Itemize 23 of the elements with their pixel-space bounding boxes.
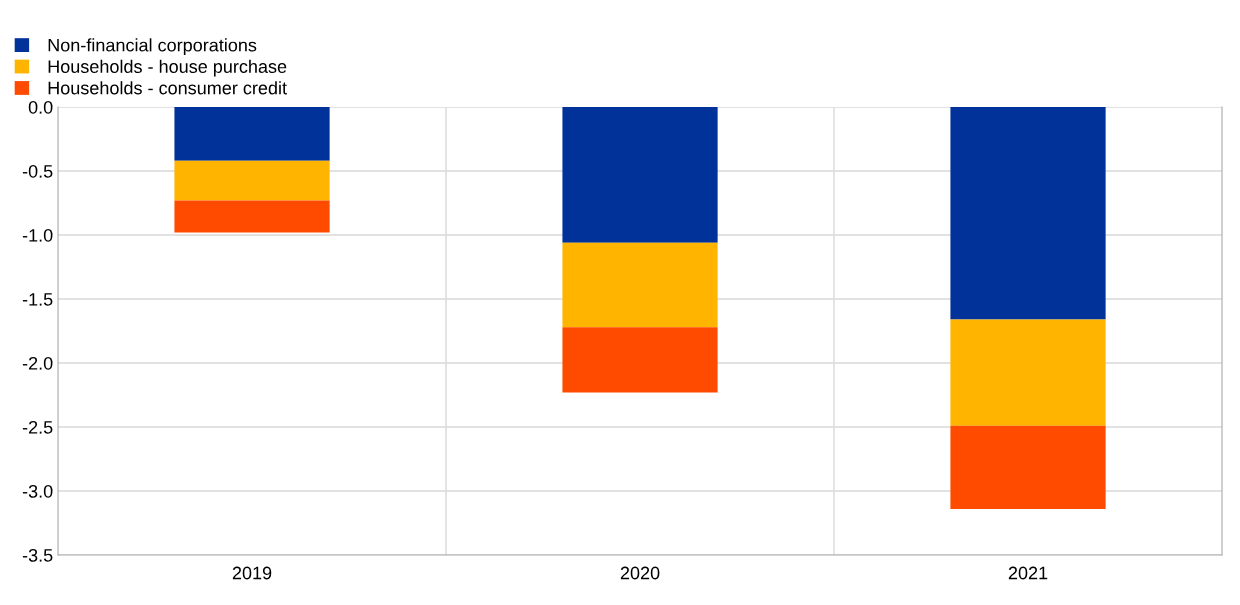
y-tick-label: -2.0 (22, 356, 53, 370)
bar (950, 107, 1106, 320)
bar (950, 425, 1106, 509)
y-tick-label: -3.0 (22, 484, 53, 498)
bar (174, 160, 330, 201)
bar (562, 242, 718, 328)
y-tick-label: -1.5 (22, 293, 53, 306)
bar (174, 107, 330, 161)
y-tick-label: 0.0 (28, 100, 53, 114)
legend-label: Households - consumer credit (48, 81, 287, 95)
y-tick-label: -3.5 (22, 548, 53, 562)
bar (174, 200, 330, 233)
legend-label: Non-financial corporations (48, 38, 257, 56)
y-tick-label: -2.5 (22, 420, 53, 434)
y-tick-label: -1.0 (22, 228, 53, 242)
x-tick-label: 2020 (620, 566, 660, 580)
bar (950, 319, 1106, 426)
y-tick-label: -0.5 (22, 164, 53, 178)
x-tick-label: 2019 (232, 566, 272, 580)
bar (562, 107, 718, 243)
x-tick-label: 2021 (1008, 566, 1048, 580)
legend-label: Households - house purchase (48, 59, 287, 77)
bar (562, 327, 718, 393)
